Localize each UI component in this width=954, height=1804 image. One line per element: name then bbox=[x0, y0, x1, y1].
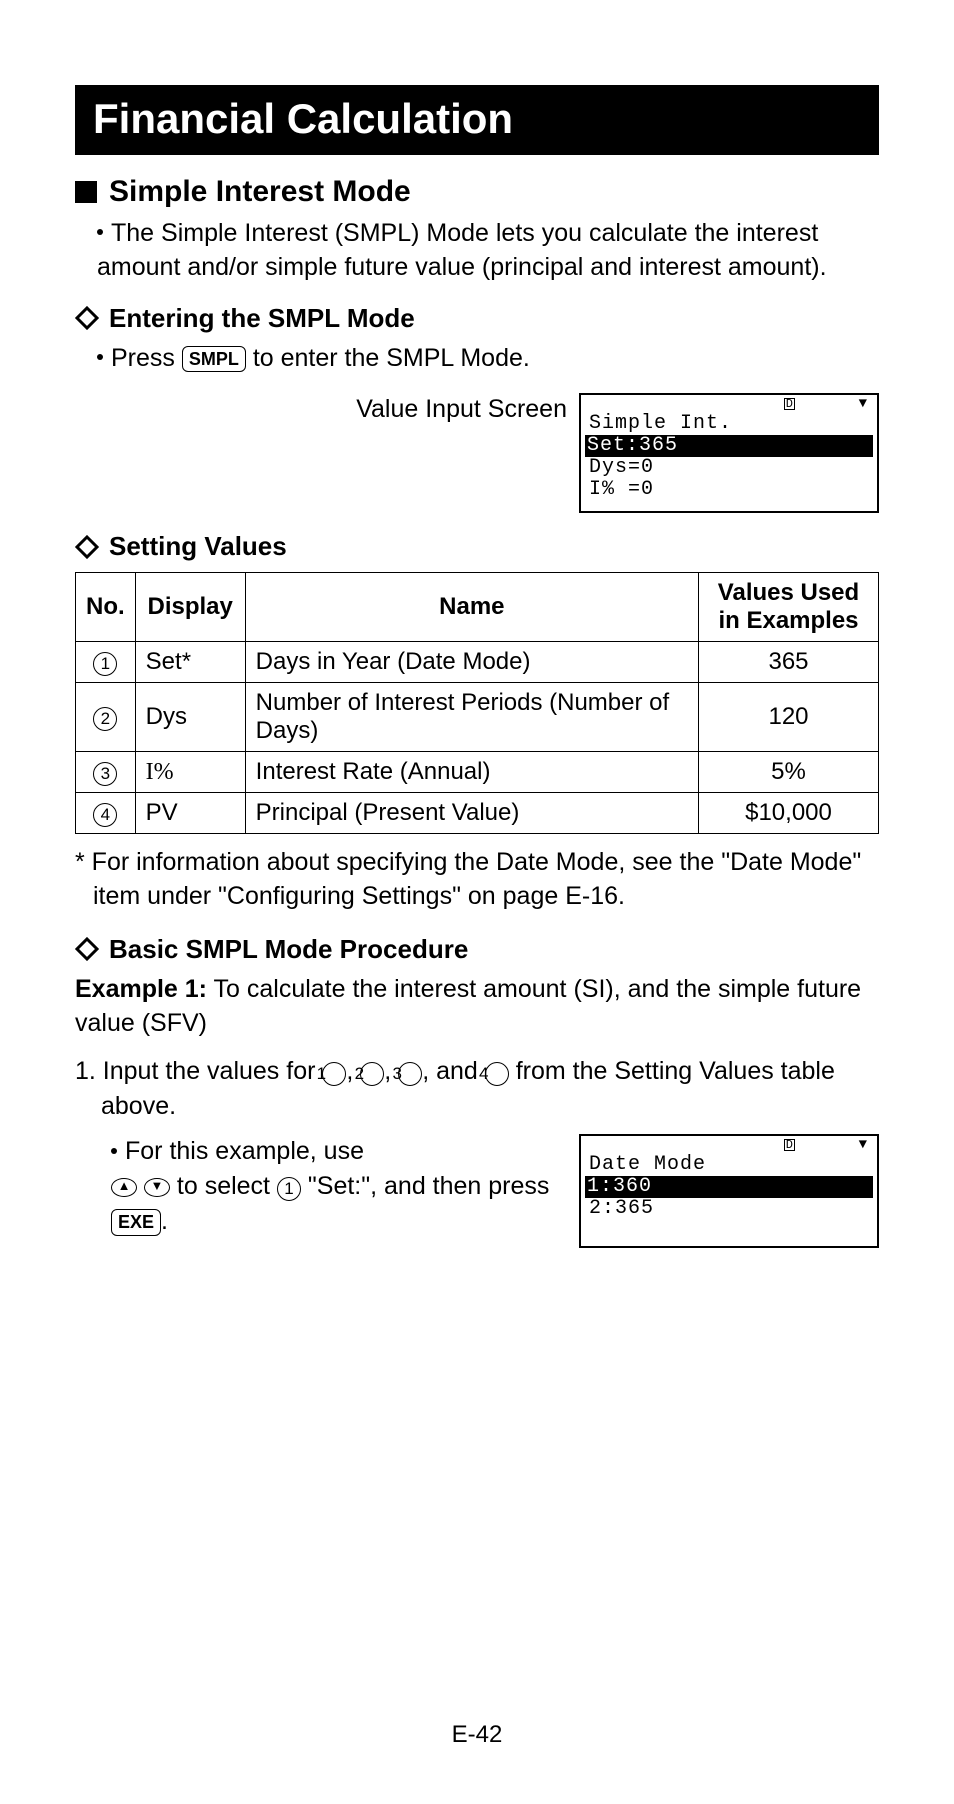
lcd-screen-2: D ▼ Date Mode 1:360 2:365 bbox=[579, 1134, 879, 1248]
circled-4-icon: 4 bbox=[485, 1062, 509, 1086]
page-title-bar: Financial Calculation bbox=[75, 85, 879, 155]
circled-1-icon: 1 bbox=[322, 1062, 346, 1086]
lcd-down-arrow-icon: ▼ bbox=[859, 1138, 867, 1153]
table-row: 1 Set* Days in Year (Date Mode) 365 bbox=[76, 642, 879, 683]
sub-step-text: For this example, use ▲ ▼ to select 1 "S… bbox=[111, 1134, 565, 1248]
diamond-icon bbox=[75, 937, 99, 961]
page-number: E-42 bbox=[0, 1721, 954, 1749]
lcd1-line4: I% =0 bbox=[589, 479, 869, 501]
lcd2-line2: 1:360 bbox=[585, 1176, 873, 1198]
td-display: Set* bbox=[135, 642, 245, 683]
td-name: Principal (Present Value) bbox=[245, 793, 698, 834]
lcd1-line3: Dys=0 bbox=[589, 457, 869, 479]
circled-2-icon: 2 bbox=[360, 1062, 384, 1086]
intro-text: The Simple Interest (SMPL) Mode lets you… bbox=[97, 219, 827, 281]
td-value: $10,000 bbox=[699, 793, 879, 834]
td-name: Number of Interest Periods (Number of Da… bbox=[245, 683, 698, 752]
th-name: Name bbox=[245, 573, 698, 642]
lcd-d-indicator-icon: D bbox=[784, 1139, 795, 1151]
sub-step-row: For this example, use ▲ ▼ to select 1 "S… bbox=[75, 1134, 879, 1248]
h3-basic-procedure-text: Basic SMPL Mode Procedure bbox=[109, 934, 468, 965]
circled-1-icon: 1 bbox=[277, 1177, 301, 1201]
table-row: 2 Dys Number of Interest Periods (Number… bbox=[76, 683, 879, 752]
h3-setting-values: Setting Values bbox=[75, 531, 879, 562]
lcd-down-arrow-icon: ▼ bbox=[859, 397, 867, 412]
table-row: 3 I% Interest Rate (Annual) 5% bbox=[76, 752, 879, 793]
intro-paragraph: The Simple Interest (SMPL) Mode lets you… bbox=[75, 217, 879, 285]
bullet-icon bbox=[97, 229, 103, 235]
lcd1-line2: Set:365 bbox=[585, 435, 873, 457]
circled-2-icon: 2 bbox=[93, 707, 117, 731]
lcd-d-indicator-icon: D bbox=[784, 398, 795, 410]
diamond-icon bbox=[75, 306, 99, 330]
lcd2-line3: 2:365 bbox=[589, 1198, 869, 1220]
example-1: Example 1: To calculate the interest amo… bbox=[75, 973, 879, 1041]
td-display: PV bbox=[135, 793, 245, 834]
exe-key: EXE bbox=[111, 1209, 161, 1236]
h2-text: Simple Interest Mode bbox=[109, 175, 411, 209]
example-1-label: Example 1: bbox=[75, 975, 207, 1003]
td-value: 5% bbox=[699, 752, 879, 793]
td-name: Days in Year (Date Mode) bbox=[245, 642, 698, 683]
h3-entering-text: Entering the SMPL Mode bbox=[109, 303, 415, 334]
value-input-screen-row: Value Input Screen D ▼ Simple Int. Set:3… bbox=[75, 393, 879, 513]
th-display: Display bbox=[135, 573, 245, 642]
td-value: 365 bbox=[699, 642, 879, 683]
entering-line: Press SMPL to enter the SMPL Mode. bbox=[75, 342, 879, 376]
up-arrow-key-icon: ▲ bbox=[111, 1178, 137, 1197]
substep-suffix: . bbox=[161, 1207, 168, 1235]
td-display: I% bbox=[135, 752, 245, 793]
lcd1-line1: Simple Int. bbox=[589, 413, 869, 435]
step1-prefix: 1. Input the values for bbox=[75, 1057, 322, 1085]
substep-mid: "Set:", and then press bbox=[301, 1172, 549, 1200]
square-bullet-icon bbox=[75, 181, 97, 203]
h3-entering: Entering the SMPL Mode bbox=[75, 303, 879, 334]
h2-simple-interest: Simple Interest Mode bbox=[75, 175, 879, 209]
bullet-icon bbox=[97, 354, 103, 360]
td-value: 120 bbox=[699, 683, 879, 752]
circled-1-icon: 1 bbox=[93, 652, 117, 676]
circled-4-icon: 4 bbox=[93, 803, 117, 827]
entering-suffix: to enter the SMPL Mode. bbox=[246, 344, 530, 372]
bullet-icon bbox=[111, 1148, 117, 1154]
circled-3-icon: 3 bbox=[93, 762, 117, 786]
h3-setting-values-text: Setting Values bbox=[109, 531, 287, 562]
smpl-key: SMPL bbox=[182, 346, 246, 372]
h3-basic-procedure: Basic SMPL Mode Procedure bbox=[75, 934, 879, 965]
substep-prefix: to select bbox=[170, 1172, 277, 1200]
th-no: No. bbox=[76, 573, 136, 642]
diamond-icon bbox=[75, 535, 99, 559]
footnote: * For information about specifying the D… bbox=[75, 846, 879, 914]
lcd2-line1: Date Mode bbox=[589, 1154, 869, 1176]
step1-mid: , and bbox=[422, 1057, 485, 1085]
td-display: Dys bbox=[135, 683, 245, 752]
th-values: Values Used in Examples bbox=[699, 573, 879, 642]
substep-line1: For this example, use bbox=[125, 1137, 364, 1165]
manual-page: Financial Calculation Simple Interest Mo… bbox=[0, 0, 954, 1804]
settings-table: No. Display Name Values Used in Examples… bbox=[75, 572, 879, 834]
table-header-row: No. Display Name Values Used in Examples bbox=[76, 573, 879, 642]
td-name: Interest Rate (Annual) bbox=[245, 752, 698, 793]
down-arrow-key-icon: ▼ bbox=[144, 1178, 170, 1197]
value-input-screen-label: Value Input Screen bbox=[75, 393, 567, 424]
entering-prefix: Press bbox=[111, 344, 182, 372]
table-row: 4 PV Principal (Present Value) $10,000 bbox=[76, 793, 879, 834]
lcd-screen-1: D ▼ Simple Int. Set:365 Dys=0 I% =0 bbox=[579, 393, 879, 513]
page-title: Financial Calculation bbox=[93, 95, 513, 142]
circled-3-icon: 3 bbox=[398, 1062, 422, 1086]
step-1: 1. Input the values for 1, 2, 3, and 4 f… bbox=[75, 1054, 879, 1124]
